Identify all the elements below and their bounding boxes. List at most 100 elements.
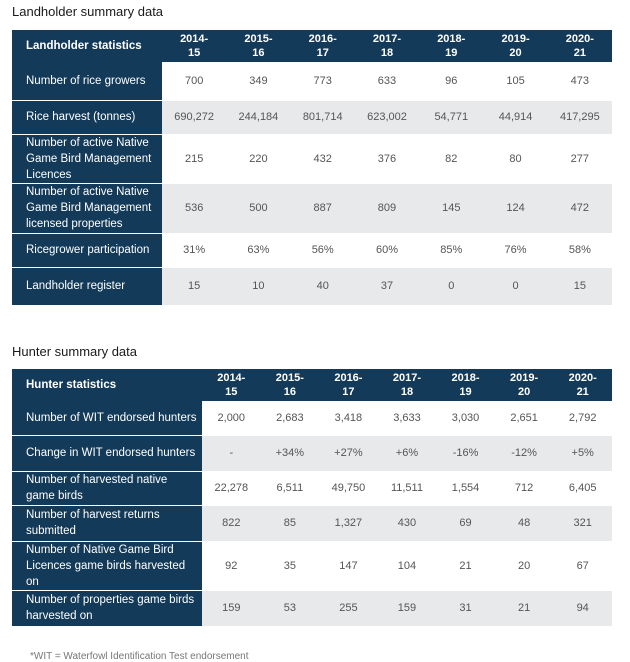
hunter-table-cell: +27% (319, 435, 378, 472)
landholder-row-label: Number of active Native Game Bird Manage… (12, 183, 162, 234)
hunter-table-cell: 92 (202, 541, 261, 591)
landholder-table-cell: 40 (290, 267, 355, 306)
landholder-table-row: Number of active Native Game Bird Manage… (12, 134, 612, 184)
landholder-row-label: Number of active Native Game Bird Manage… (12, 134, 162, 184)
landholder-table-cell: 44,914 (483, 100, 548, 135)
hunter-table-cell: 2,683 (260, 401, 320, 436)
hunter-table-cell: 69 (436, 505, 495, 542)
landholder-table-cell: 37 (354, 267, 420, 306)
hunter-table-cell: 21 (436, 541, 495, 591)
hunter-table-cell: +5% (553, 435, 612, 472)
hunter-table-cell: 3,030 (436, 401, 495, 436)
hunter-stats-header: Hunter statistics (12, 369, 202, 401)
hunter-table-row: Number of harvested native game birds 22,… (12, 471, 612, 506)
landholder-table-cell: 15 (162, 267, 227, 306)
landholder-table-cell: 80 (483, 134, 548, 184)
hunter-table-cell: 49,750 (319, 471, 378, 506)
landholder-table-cell: 623,002 (354, 100, 420, 135)
landholder-table-cell: 432 (290, 134, 355, 184)
landholder-row-label: Rice harvest (tonnes) (12, 100, 162, 135)
landholder-table-cell: 105 (483, 62, 548, 101)
hunter-table-cell: 104 (377, 541, 437, 591)
landholder-row-label: Number of rice growers (12, 62, 162, 101)
landholder-table-cell: 349 (226, 62, 291, 101)
hunter-row-label: Number of harvest returns submitted (12, 505, 202, 542)
hunter-table-cell: +6% (377, 435, 437, 472)
landholder-header-row: Landholder statistics 2014- 15 2015- 16 20… (12, 30, 612, 62)
landholder-table-cell: 376 (354, 134, 420, 184)
hunter-table-cell: 159 (202, 590, 261, 627)
landholder-year-header: 2014- 15 (162, 30, 227, 62)
hunter-table-row: Number of harvest returns submitted 822 85… (12, 505, 612, 542)
hunter-table-cell: 67 (553, 541, 612, 591)
landholder-table-cell: 809 (354, 183, 420, 234)
landholder-table-cell: 500 (226, 183, 291, 234)
hunter-table-cell: 2,000 (202, 401, 261, 436)
landholder-summary-table: Landholder statistics 2014- 15 2015- 16 20… (12, 30, 612, 306)
hunter-table-cell: 147 (319, 541, 378, 591)
landholder-table-cell: 15 (547, 267, 612, 306)
hunter-table-cell: 35 (260, 541, 320, 591)
landholder-table-cell: 60% (354, 233, 420, 268)
hunter-table-cell: 94 (553, 590, 612, 627)
hunter-year-header: 2014- 15 (202, 369, 261, 401)
hunter-table-cell: 822 (202, 505, 261, 542)
hunter-year-header: 2019- 20 (494, 369, 554, 401)
landholder-year-header: 2019- 20 (483, 30, 548, 62)
hunter-table-cell: 1,327 (319, 505, 378, 542)
landholder-year-header: 2018- 19 (419, 30, 484, 62)
hunter-table-cell: 321 (553, 505, 612, 542)
landholder-table-cell: 215 (162, 134, 227, 184)
hunter-row-label: Number of WIT endorsed hunters (12, 401, 202, 436)
landholder-table-cell: 56% (290, 233, 355, 268)
landholder-table-cell: 82 (419, 134, 484, 184)
landholder-table-cell: 0 (419, 267, 484, 306)
hunter-table-cell: 48 (494, 505, 554, 542)
landholder-table-cell: 700 (162, 62, 227, 101)
landholder-table-row: Rice harvest (tonnes) 690,272 244,184 801,7… (12, 100, 612, 135)
landholder-table-cell: 54,771 (419, 100, 484, 135)
hunter-table-cell: 430 (377, 505, 437, 542)
hunter-year-header: 2020- 21 (553, 369, 612, 401)
landholder-table-cell: 536 (162, 183, 227, 234)
hunter-row-label: Number of properties game birds harveste… (12, 590, 202, 627)
landholder-table-cell: 145 (419, 183, 484, 234)
landholder-year-header: 2020- 21 (547, 30, 612, 62)
hunter-table-row: Number of WIT endorsed hunters 2,000 2,683… (12, 401, 612, 436)
hunter-table-cell: 6,511 (260, 471, 320, 506)
landholder-table-cell: 473 (547, 62, 612, 101)
hunter-table-cell: 31 (436, 590, 495, 627)
landholder-row-label: Landholder register (12, 267, 162, 306)
hunter-table-row: Change in WIT endorsed hunters - +34% +27% +… (12, 435, 612, 472)
landholder-table-row: Number of rice growers 700 349 773 633 96 105 4… (12, 62, 612, 101)
landholder-table-cell: 244,184 (226, 100, 291, 135)
hunter-table-cell: 22,278 (202, 471, 261, 506)
hunter-table-cell: 159 (377, 590, 437, 627)
hunter-section-title: Hunter summary data (12, 344, 137, 359)
hunter-table-cell: 6,405 (553, 471, 612, 506)
hunter-table-cell: 2,792 (553, 401, 612, 436)
hunter-year-header: 2015- 16 (260, 369, 320, 401)
hunter-table-cell: 85 (260, 505, 320, 542)
footer-note: *WIT = Waterfowl Identification Test end… (30, 651, 249, 662)
hunter-header-row: Hunter statistics 2014- 15 2015- 16 2016- … (12, 369, 612, 401)
landholder-table-cell: 472 (547, 183, 612, 234)
hunter-row-label: Number of harvested native game birds (12, 471, 202, 506)
hunter-year-header: 2017- 18 (377, 369, 437, 401)
landholder-section-title: Landholder summary data (12, 4, 164, 19)
landholder-stats-header: Landholder statistics (12, 30, 162, 62)
landholder-table-cell: 124 (483, 183, 548, 234)
landholder-table-cell: 220 (226, 134, 291, 184)
landholder-table-cell: 31% (162, 233, 227, 268)
hunter-table-cell: 2,651 (494, 401, 554, 436)
landholder-table-cell: 801,714 (290, 100, 355, 135)
hunter-table-cell: 1,554 (436, 471, 495, 506)
hunter-table-cell: 3,633 (377, 401, 437, 436)
landholder-table-cell: 633 (354, 62, 420, 101)
hunter-row-label: Number of Native Game Bird Licences game… (12, 541, 202, 591)
landholder-table-cell: 773 (290, 62, 355, 101)
landholder-year-header: 2016- 17 (290, 30, 355, 62)
landholder-table-cell: 10 (226, 267, 291, 306)
hunter-table-row: Number of properties game birds harveste… (12, 590, 612, 627)
hunter-year-header: 2018- 19 (436, 369, 495, 401)
